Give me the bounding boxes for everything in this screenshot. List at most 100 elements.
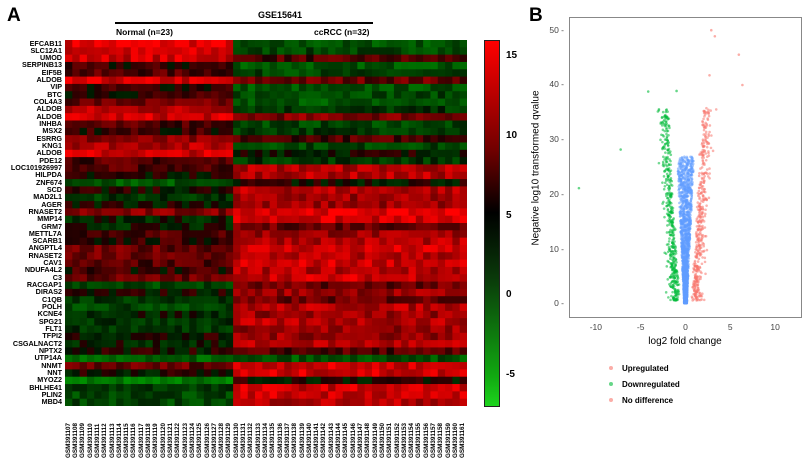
heatmap-cell <box>196 186 205 195</box>
heatmap-cell <box>298 230 307 239</box>
data-point <box>687 257 691 260</box>
heatmap-cell <box>138 281 146 290</box>
heatmap-cell <box>145 142 154 151</box>
heatmap-cell <box>240 325 249 334</box>
heatmap-cell <box>211 384 219 392</box>
heatmap-cell <box>313 193 322 202</box>
heatmap-cell <box>284 69 292 77</box>
heatmap-cell <box>211 54 219 63</box>
heatmap-cell <box>189 281 197 290</box>
heatmap-cell <box>94 318 102 326</box>
heatmap-cell <box>401 135 409 143</box>
heatmap-cell <box>255 157 263 165</box>
heatmap-cell <box>79 135 88 143</box>
heatmap-cell <box>452 83 461 92</box>
data-point <box>681 239 684 243</box>
heatmap-cell <box>240 310 249 319</box>
gene-label: C1QB <box>42 294 62 304</box>
heatmap-cell <box>255 266 263 275</box>
heatmap-cell <box>379 47 387 56</box>
heatmap-cell <box>138 369 146 378</box>
heatmap-cell <box>335 157 344 165</box>
heatmap-cell <box>233 296 241 304</box>
heatmap-cell <box>101 69 110 77</box>
heatmap-cell <box>320 135 329 143</box>
heatmap-cell <box>328 149 336 158</box>
heatmap-cell <box>65 281 73 290</box>
heatmap-cell <box>357 61 366 70</box>
heatmap-cell <box>86 376 95 385</box>
heatmap-cell <box>196 149 205 158</box>
heatmap-cell <box>328 347 336 356</box>
heatmap-cell <box>116 193 124 202</box>
heatmap-cell <box>415 281 424 290</box>
heatmap-cell <box>342 340 351 348</box>
heatmap-cell <box>328 223 336 231</box>
heatmap-cell <box>101 149 110 158</box>
heatmap-cell <box>276 91 285 99</box>
heatmap-cell <box>196 376 205 385</box>
heatmap-cell <box>130 274 139 282</box>
heatmap-cell <box>357 369 366 378</box>
heatmap-cell <box>291 83 300 92</box>
heatmap-cell <box>218 76 227 85</box>
heatmap-cell <box>386 259 395 268</box>
heatmap-cell <box>386 98 395 107</box>
heatmap-cell <box>167 340 176 348</box>
heatmap-cell <box>130 105 139 114</box>
heatmap-cell <box>123 391 132 400</box>
heatmap-cell <box>350 237 358 246</box>
heatmap-cell <box>262 98 271 107</box>
gene-label: BHLHE41 <box>29 382 62 392</box>
heatmap-cell <box>203 186 212 195</box>
heatmap-cell <box>145 91 154 99</box>
heatmap-cell <box>386 47 395 56</box>
heatmap-cell <box>350 376 358 385</box>
heatmap-cell <box>255 69 263 77</box>
heatmap-cell <box>240 164 249 173</box>
heatmap-cell <box>430 274 439 282</box>
heatmap-cell <box>328 135 336 143</box>
heatmap-cell <box>138 266 146 275</box>
heatmap-cell <box>116 376 124 385</box>
heatmap-cell <box>335 113 344 121</box>
heatmap-cell <box>342 127 351 136</box>
heatmap-cell <box>255 47 263 56</box>
heatmap-cell <box>160 318 168 326</box>
heatmap-cell <box>386 310 395 319</box>
heatmap-cell <box>160 362 168 370</box>
heatmap-cell <box>284 303 292 312</box>
heatmap-cell <box>437 340 446 348</box>
heatmap-cell <box>233 179 241 187</box>
heatmap-cell <box>262 310 271 319</box>
heatmap-cell <box>196 318 205 326</box>
heatmap-cell <box>101 266 110 275</box>
heatmap-cell <box>357 208 366 217</box>
heatmap-cell <box>86 142 95 151</box>
heatmap-cell <box>130 120 139 129</box>
data-point <box>667 231 671 234</box>
heatmap-cell <box>313 215 322 224</box>
heatmap-cell <box>262 215 271 224</box>
heatmap-cell <box>313 384 322 392</box>
heatmap-cell <box>452 127 461 136</box>
heatmap-cell <box>269 69 278 77</box>
heatmap-cell <box>298 149 307 158</box>
heatmap-cell <box>233 340 241 348</box>
heatmap-cell <box>459 362 467 370</box>
heatmap-cell <box>262 230 271 239</box>
heatmap-cell <box>152 149 161 158</box>
heatmap-cell <box>65 171 73 180</box>
data-point <box>689 170 693 174</box>
data-point <box>686 183 689 187</box>
heatmap-cell <box>342 98 351 107</box>
gene-label: C3 <box>52 272 62 282</box>
heatmap-cell <box>145 113 154 121</box>
data-point <box>669 257 672 260</box>
heatmap-cell <box>445 164 453 173</box>
heatmap-cell <box>393 325 402 334</box>
heatmap-cell <box>145 303 154 312</box>
heatmap-cell <box>130 303 139 312</box>
heatmap-cell <box>101 135 110 143</box>
heatmap-cell <box>459 54 467 63</box>
